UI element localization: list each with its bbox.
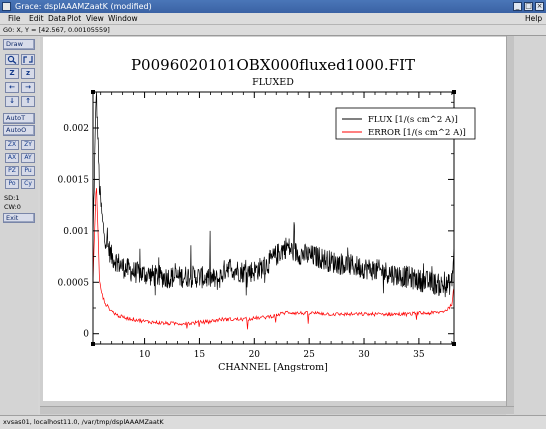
minimize-icon[interactable]: _ xyxy=(513,2,522,11)
legend-box xyxy=(335,107,476,140)
x-tick-label: 20 xyxy=(249,350,261,360)
autot-button[interactable]: AutoT xyxy=(3,113,35,124)
y-tick-label: 0.001 xyxy=(63,227,89,237)
zy-button[interactable]: ZY xyxy=(21,140,35,150)
chart-title: P0096020101OBX000fluxed1000.FIT xyxy=(131,56,415,74)
menu-window[interactable]: Window xyxy=(108,14,138,23)
x-tick-label: 10 xyxy=(139,350,151,360)
locator-readout: G0: X, Y = [42.567, 0.00105559] xyxy=(3,26,110,34)
handle-top-right[interactable] xyxy=(452,90,456,94)
locator-bar: G0: X, Y = [42.567, 0.00105559] xyxy=(0,25,546,36)
scroll-left-icon[interactable]: ← xyxy=(5,82,19,93)
grace-app-icon[interactable] xyxy=(2,2,11,11)
maximize-icon[interactable]: □ xyxy=(524,2,533,11)
legend-flux-label: FLUX [1/(s cm^2 A)] xyxy=(368,114,458,125)
x-tick-label: 25 xyxy=(303,350,315,360)
autoscale-icon[interactable] xyxy=(21,54,35,65)
scroll-right-icon[interactable]: → xyxy=(21,82,35,93)
chart-subtitle: FLUXED xyxy=(252,77,294,88)
status-bar: xvsas01, localhost11.0, /var/tmp/dsplAAA… xyxy=(0,415,546,429)
draw-button[interactable]: Draw xyxy=(3,39,35,50)
vertical-scrollbar[interactable] xyxy=(506,36,514,406)
window-titlebar[interactable]: Grace: dsplAAAMZaatK (modified) _ □ × xyxy=(0,0,546,13)
y-tick-label: 0.0005 xyxy=(58,278,90,288)
tool-panel: Draw Z z ← → ↓ ↑ AutoT AutoO ZX ZY AX AY… xyxy=(0,36,38,415)
menu-bar: File Edit Data Plot View Window Help xyxy=(0,13,546,25)
error-series-line xyxy=(92,188,455,330)
cy-button[interactable]: Cy xyxy=(21,179,35,189)
y-tick-label: 0 xyxy=(83,330,89,340)
autoo-button[interactable]: AutoO xyxy=(3,125,35,136)
pu-button[interactable]: Pu xyxy=(21,166,35,176)
zoom-out-icon[interactable]: z xyxy=(21,68,35,79)
horizontal-scrollbar[interactable] xyxy=(40,406,514,414)
ay-button[interactable]: AY xyxy=(21,153,35,163)
plot-frame xyxy=(92,91,455,345)
menu-view[interactable]: View xyxy=(86,14,104,23)
menu-edit[interactable]: Edit xyxy=(29,14,44,23)
handle-top-left[interactable] xyxy=(91,90,95,94)
scroll-up-icon[interactable]: ↑ xyxy=(21,96,35,107)
x-axis-label: CHANNEL [Angstrom] xyxy=(218,362,328,373)
menu-plot[interactable]: Plot xyxy=(67,14,82,23)
set-default-status: SD:1 xyxy=(4,194,20,202)
y-tick-label: 0.002 xyxy=(63,124,89,134)
handle-bottom-right[interactable] xyxy=(452,342,456,346)
zoom-icon[interactable] xyxy=(5,54,19,65)
window-title: Grace: dsplAAAMZaatK (modified) xyxy=(15,2,152,11)
zx-button[interactable]: ZX xyxy=(5,140,19,150)
scroll-down-icon[interactable]: ↓ xyxy=(5,96,19,107)
x-tick-label: 15 xyxy=(194,350,206,360)
current-world-status: CW:0 xyxy=(4,203,21,211)
po-button[interactable]: Po xyxy=(5,179,19,189)
legend-error-label: ERROR [1/(s cm^2 A)] xyxy=(368,127,466,138)
exit-button[interactable]: Exit xyxy=(3,213,35,223)
pz-button[interactable]: PZ xyxy=(5,166,19,176)
x-tick-label: 35 xyxy=(413,350,425,360)
right-margin xyxy=(514,36,546,415)
y-tick-label: 0.0015 xyxy=(58,175,90,185)
plot-svg[interactable]: P0096020101OBX000fluxed1000.FIT FLUXED C… xyxy=(43,37,506,401)
flux-series-line xyxy=(92,91,455,298)
status-text: xvsas01, localhost11.0, /var/tmp/dsplAAA… xyxy=(3,418,164,426)
x-tick-label: 30 xyxy=(358,350,370,360)
handle-bottom-left[interactable] xyxy=(91,342,95,346)
menu-file[interactable]: File xyxy=(8,14,21,23)
ax-button[interactable]: AX xyxy=(5,153,19,163)
graph-canvas[interactable]: P0096020101OBX000fluxed1000.FIT FLUXED C… xyxy=(43,37,506,401)
close-icon[interactable]: × xyxy=(535,2,544,11)
menu-help[interactable]: Help xyxy=(525,14,543,23)
menu-data[interactable]: Data xyxy=(48,14,66,23)
zoom-in-icon[interactable]: Z xyxy=(5,68,19,79)
